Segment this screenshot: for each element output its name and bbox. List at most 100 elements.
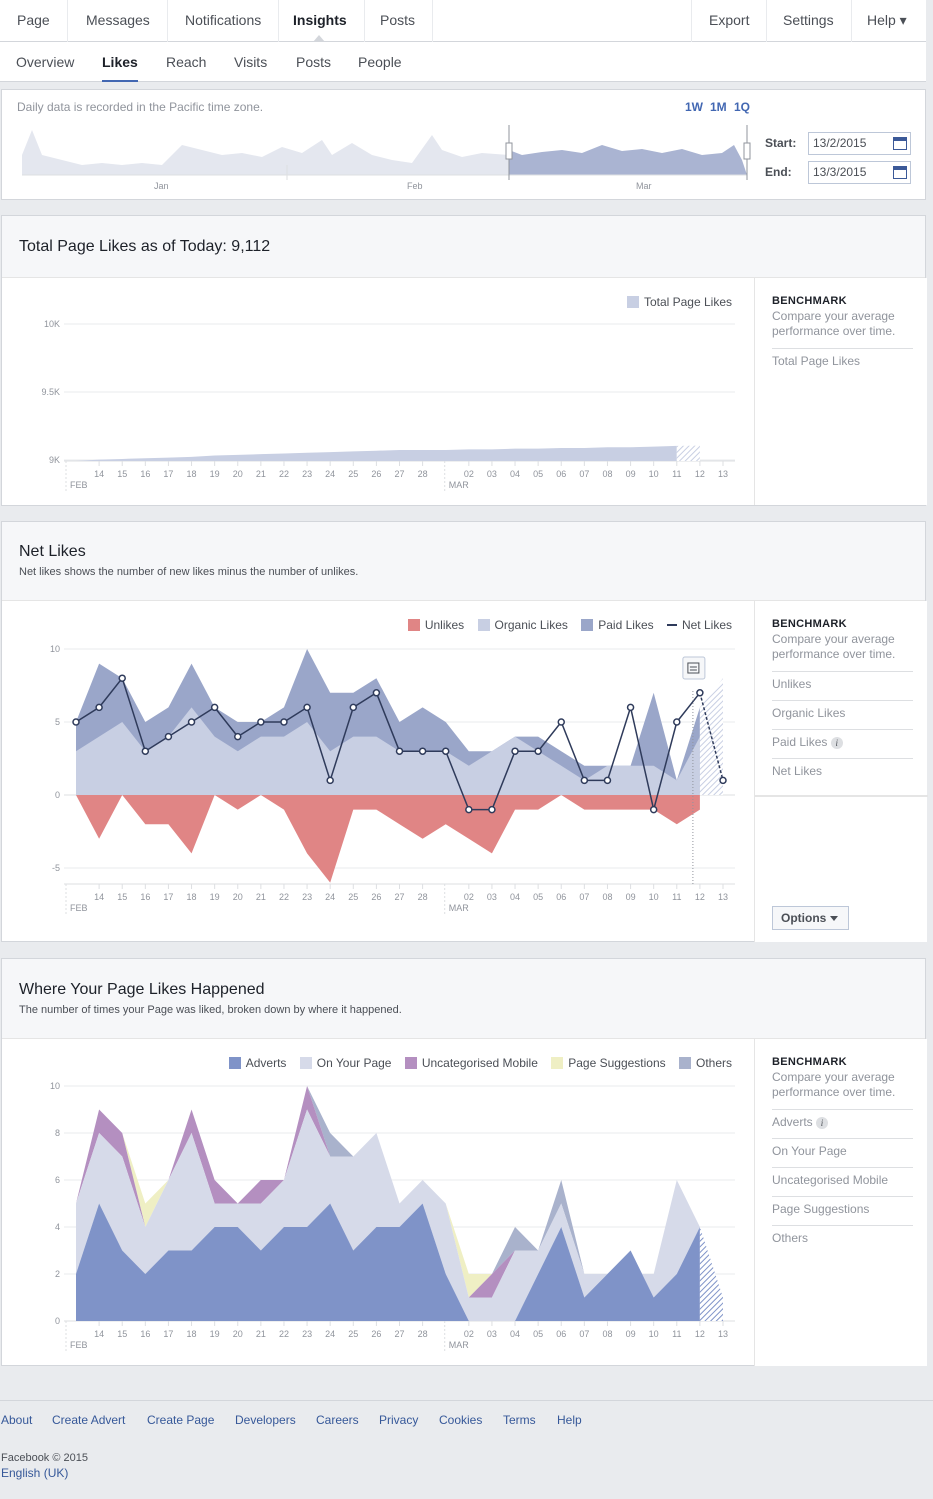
area-unlikes <box>76 795 700 883</box>
footer-about[interactable]: About <box>1 1413 33 1427</box>
subtab-posts[interactable]: Posts <box>296 54 332 70</box>
footer-terms[interactable]: Terms <box>503 1413 536 1427</box>
x-tick-label: 20 <box>233 1329 243 1339</box>
benchmark-organic-likes[interactable]: Organic Likes <box>772 700 913 729</box>
legend-swatch-suggest <box>551 1057 564 1069</box>
area-partial <box>699 1227 723 1321</box>
x-tick-label: 04 <box>510 892 520 902</box>
tab-page[interactable]: Page <box>0 0 68 42</box>
tab-messages[interactable]: Messages <box>69 0 168 42</box>
legend-swatch-organic <box>477 619 490 631</box>
range-1q[interactable]: 1Q <box>734 100 751 114</box>
calendar-icon[interactable] <box>893 137 907 150</box>
net-likes-line-partial <box>699 692 724 781</box>
x-tick-label: 06 <box>556 469 566 479</box>
where-likes-subtitle: The number of times your Page was liked,… <box>19 1004 402 1016</box>
benchmark-total-page-likes[interactable]: Total Page Likes <box>772 348 913 377</box>
subtab-likes[interactable]: Likes <box>102 42 138 82</box>
calendar-icon[interactable] <box>893 166 907 179</box>
subtab-visits[interactable]: Visits <box>234 54 268 70</box>
options-button[interactable]: Options <box>772 906 849 930</box>
footer-cookies[interactable]: Cookies <box>439 1413 483 1427</box>
x-tick-label: 14 <box>94 892 104 902</box>
x-tick-label: 05 <box>533 1329 543 1339</box>
x-tick-label: 18 <box>187 892 197 902</box>
top-nav: Page Messages Notifications Insights Pos… <box>0 0 926 42</box>
tab-notifications[interactable]: Notifications <box>168 0 280 42</box>
net-likes-point <box>534 747 542 755</box>
net-likes-point <box>626 703 635 712</box>
benchmark-net-likes[interactable]: Net Likes <box>772 758 913 787</box>
y-tick-label: 9K <box>49 455 60 465</box>
subtab-people[interactable]: People <box>358 54 402 70</box>
tab-posts[interactable]: Posts <box>363 0 434 42</box>
area-total-partial <box>676 445 700 461</box>
x-tick-label: 26 <box>371 469 381 479</box>
x-tick-label: 09 <box>626 469 636 479</box>
legend-swatch-net <box>666 624 677 626</box>
where-likes-legend: Adverts On Your Page Uncategorised Mobil… <box>219 1056 732 1070</box>
benchmark-uncategorised-mobile[interactable]: Uncategorised Mobile <box>772 1167 913 1196</box>
info-icon[interactable]: i <box>830 737 843 749</box>
net-likes-chart: 10 5 0 -5 14 15 16 17 18 19 20 21 22 23 24 25 26 27 28 02 03… <box>50 644 735 914</box>
footer-privacy[interactable]: Privacy <box>379 1413 419 1427</box>
benchmark-sidebar: BENCHMARK Compare your average performan… <box>754 278 927 505</box>
help-menu[interactable]: Help ▾ <box>867 12 907 28</box>
benchmark-on-your-page[interactable]: On Your Page <box>772 1138 913 1167</box>
x-tick-label: 22 <box>279 1329 289 1339</box>
legend-swatch-onpage <box>299 1057 312 1069</box>
x-tick-label: 23 <box>302 892 312 902</box>
tab-insights[interactable]: Insights <box>276 0 365 42</box>
end-date-input[interactable]: 13/3/2015 <box>808 161 911 184</box>
net-likes-point <box>580 776 589 785</box>
start-date-input[interactable]: 13/2/2015 <box>808 132 911 155</box>
benchmark-paid-likes[interactable]: Paid Likes i <box>772 729 913 758</box>
area-on-your-page <box>76 1109 700 1321</box>
x-tick-label: 23 <box>302 1329 312 1339</box>
x-tick-label: 16 <box>140 892 150 902</box>
benchmark-sidebar: BENCHMARK Compare your average performan… <box>754 601 928 942</box>
annotation-note-icon <box>682 656 706 680</box>
range-1m[interactable]: 1M <box>710 100 727 114</box>
month-label-feb: FEB <box>70 480 88 490</box>
export-button[interactable]: Export <box>691 0 768 42</box>
x-tick-label: 18 <box>187 469 197 479</box>
settings-button[interactable]: Settings <box>766 0 852 42</box>
total-likes-title: Total Page Likes as of Today: 9,112 <box>19 238 271 255</box>
range-1w[interactable]: 1W <box>685 100 703 114</box>
subtab-reach[interactable]: Reach <box>166 54 207 70</box>
footer-create-page[interactable]: Create Page <box>147 1413 215 1427</box>
language-link[interactable]: English (UK) <box>1 1466 69 1480</box>
net-likes-point <box>234 732 242 741</box>
footer-create-advert[interactable]: Create Advert <box>52 1413 126 1427</box>
x-tick-label: 11 <box>672 469 681 479</box>
x-tick-label: 24 <box>325 1329 335 1339</box>
y-tick-label: 8 <box>55 1128 60 1138</box>
x-tick-label: 26 <box>371 1329 381 1339</box>
footer-developers[interactable]: Developers <box>235 1413 296 1427</box>
footer-help[interactable]: Help <box>557 1413 582 1427</box>
benchmark-adverts[interactable]: Adverts i <box>772 1109 913 1138</box>
x-tick-label: 27 <box>394 1329 404 1339</box>
timeline-sparkline[interactable] <box>22 125 752 195</box>
net-likes-point <box>280 718 288 726</box>
net-likes-point <box>257 718 265 726</box>
net-likes-point <box>95 703 103 712</box>
y-tick-label: 0 <box>55 790 60 800</box>
footer-careers[interactable]: Careers <box>316 1413 359 1427</box>
x-tick-label: 13 <box>718 1329 728 1339</box>
benchmark-page-suggestions[interactable]: Page Suggestions <box>772 1196 913 1225</box>
x-tick-label: 06 <box>556 892 566 902</box>
benchmark-unlikes[interactable]: Unlikes <box>772 671 913 700</box>
subtab-overview[interactable]: Overview <box>16 54 75 70</box>
x-tick-label: 25 <box>348 892 358 902</box>
legend-swatch-others <box>678 1057 691 1069</box>
x-tick-label: 14 <box>94 469 104 479</box>
info-icon[interactable]: i <box>816 1117 829 1129</box>
benchmark-others[interactable]: Others <box>772 1225 913 1254</box>
x-tick-label: 17 <box>163 1329 173 1339</box>
net-likes-point <box>141 747 150 755</box>
x-tick-label: 04 <box>510 469 520 479</box>
y-tick-label: 10 <box>50 1081 60 1091</box>
